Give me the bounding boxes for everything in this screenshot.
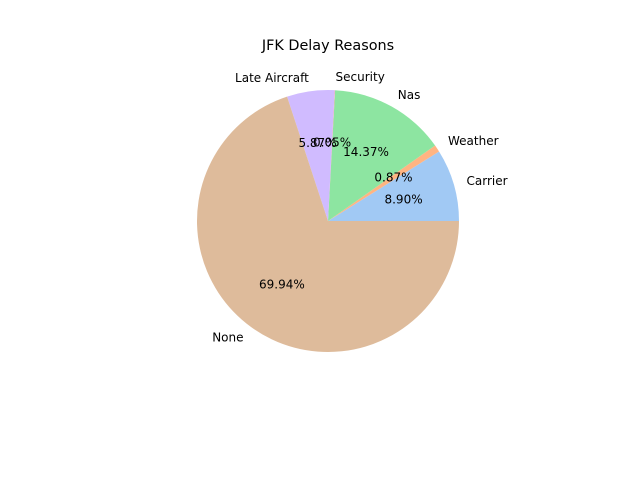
slice-pct-security: 0.05% xyxy=(313,136,351,150)
slice-pct-late-aircraft: 5.87% xyxy=(298,136,336,150)
pie-slice-late-aircraft xyxy=(287,90,335,221)
slice-pct-nas: 14.37% xyxy=(343,145,389,159)
slice-label-security: Security xyxy=(336,70,385,84)
pie-slice-nas xyxy=(328,90,436,222)
labels-layer: Carrier 8.90% Weather 0.87% Nas 14.37% Securit… xyxy=(212,70,507,345)
slice-pct-weather: 0.87% xyxy=(374,170,412,184)
slice-label-weather: Weather xyxy=(448,134,499,148)
slice-pct-none: 69.94% xyxy=(259,278,305,292)
slice-label-none: None xyxy=(212,331,243,345)
slice-label-carrier: Carrier xyxy=(467,174,508,188)
slice-pct-carrier: 8.90% xyxy=(384,192,422,206)
pie-slice-carrier xyxy=(328,151,459,221)
slice-label-late-aircraft: Late Aircraft xyxy=(235,71,309,85)
pie-slice-security xyxy=(328,90,336,221)
slice-label-nas: Nas xyxy=(398,88,421,102)
slices-layer xyxy=(197,90,460,353)
pie-slice-none xyxy=(197,96,460,353)
pie-slice-weather xyxy=(328,145,440,221)
chart-title: JFK Delay Reasons xyxy=(261,38,394,54)
